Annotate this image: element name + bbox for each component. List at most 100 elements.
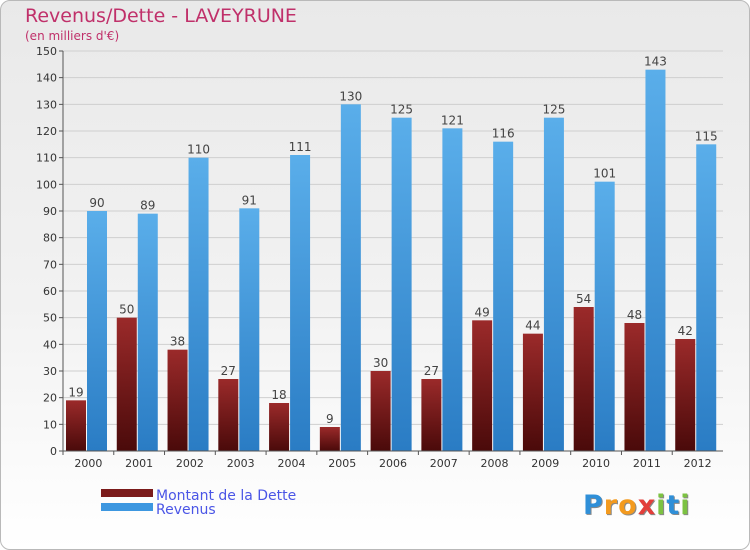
bar-revenus — [645, 69, 666, 452]
legend-swatch-dette — [101, 489, 153, 497]
logo-letter: r — [603, 490, 619, 521]
data-label-revenus: 111 — [289, 140, 312, 154]
bar-dette — [269, 403, 290, 451]
data-label-dette: 27 — [424, 364, 439, 378]
y-tick-label: 120 — [36, 125, 57, 138]
bar-dette — [116, 317, 137, 451]
data-label-revenus: 125 — [542, 103, 565, 117]
bar-revenus — [594, 181, 615, 451]
data-label-dette: 30 — [373, 356, 388, 370]
x-tick-label: 2012 — [684, 457, 712, 470]
bar-revenus — [442, 128, 463, 451]
y-tick-label: 50 — [43, 312, 57, 325]
data-label-revenus: 115 — [695, 129, 718, 143]
x-tick-label: 2006 — [379, 457, 407, 470]
y-tick-label: 40 — [43, 338, 57, 351]
y-tick-label: 130 — [36, 98, 57, 111]
data-label-revenus: 125 — [390, 103, 413, 117]
data-label-dette: 49 — [475, 305, 490, 319]
logo-letter: x — [637, 490, 657, 521]
y-tick-label: 0 — [50, 445, 57, 458]
bar-dette — [522, 333, 543, 451]
proxiti-logo: Proxiti — [583, 490, 691, 521]
data-label-revenus: 143 — [644, 55, 667, 69]
legend-label-dette: Montant de la Dette — [156, 488, 297, 504]
bar-revenus — [391, 117, 412, 452]
y-tick-label: 150 — [36, 45, 57, 58]
data-label-revenus: 116 — [492, 127, 515, 141]
bar-dette — [421, 379, 442, 451]
y-tick-label: 20 — [43, 392, 57, 405]
logo-letter: o — [618, 490, 638, 521]
data-label-revenus: 110 — [187, 143, 210, 157]
bar-revenus — [137, 213, 158, 451]
bar-dette — [370, 371, 391, 451]
logo-letter: i — [680, 490, 691, 521]
bar-revenus — [543, 117, 564, 452]
x-tick-label: 2009 — [531, 457, 559, 470]
data-label-dette: 44 — [525, 319, 540, 333]
data-label-dette: 50 — [119, 303, 134, 317]
bar-revenus — [239, 208, 260, 451]
x-tick-label: 2003 — [227, 457, 255, 470]
bar-dette — [218, 379, 239, 451]
x-tick-label: 2010 — [582, 457, 610, 470]
data-label-revenus: 90 — [89, 196, 104, 210]
bar-dette — [472, 320, 493, 451]
x-tick-label: 2011 — [633, 457, 661, 470]
data-label-dette: 42 — [678, 324, 693, 338]
logo-letter: i — [656, 490, 667, 521]
bar-dette — [319, 427, 340, 451]
x-tick-label: 2004 — [277, 457, 305, 470]
data-label-dette: 19 — [68, 385, 83, 399]
data-label-dette: 27 — [221, 364, 236, 378]
legend-label-revenus: Revenus — [156, 502, 216, 518]
data-label-dette: 18 — [271, 388, 286, 402]
data-label-revenus: 121 — [441, 113, 464, 127]
y-tick-label: 80 — [43, 232, 57, 245]
data-label-revenus: 91 — [242, 193, 257, 207]
bar-dette — [167, 349, 188, 451]
bar-revenus — [493, 141, 514, 451]
y-tick-label: 60 — [43, 285, 57, 298]
data-label-revenus: 89 — [140, 199, 155, 213]
bar-dette — [624, 323, 645, 451]
y-tick-label: 90 — [43, 205, 57, 218]
y-tick-label: 10 — [43, 418, 57, 431]
bars: 19 90 50 89 38 110 27 91 18 111 9 130 30 125 27 121 49 11… — [66, 55, 718, 452]
chart-title: Revenus/Dette - LAVEYRUNE — [25, 5, 297, 27]
bar-revenus — [87, 211, 107, 451]
y-axis: 0 10 20 30 40 50 60 70 80 90 100 110 120 130 140 150 — [36, 45, 64, 458]
bar-dette — [573, 307, 594, 451]
x-tick-label: 2007 — [430, 457, 458, 470]
x-tick-label: 2000 — [74, 457, 102, 470]
data-label-revenus: 130 — [339, 89, 362, 103]
x-tick-label: 2005 — [328, 457, 356, 470]
legend-swatch-revenus — [101, 503, 153, 511]
legend-item-dette: Montant de la Dette — [101, 488, 297, 504]
data-label-revenus: 101 — [593, 167, 616, 181]
bar-dette — [675, 339, 696, 451]
chart-subtitle: (en milliers d'€) — [25, 29, 120, 43]
bar-revenus — [290, 155, 311, 451]
x-tick-label: 2002 — [176, 457, 204, 470]
y-tick-label: 100 — [36, 178, 57, 191]
legend-item-revenus: Revenus — [101, 502, 216, 518]
data-label-dette: 54 — [576, 292, 591, 306]
bar-revenus — [188, 157, 209, 451]
bar-revenus — [340, 104, 361, 451]
logo-letter: P — [583, 490, 604, 521]
x-tick-label: 2008 — [481, 457, 509, 470]
y-tick-label: 140 — [36, 72, 57, 85]
x-tick-label: 2001 — [125, 457, 153, 470]
data-label-dette: 9 — [326, 412, 334, 426]
x-axis: 2000 2001 2002 2003 2004 2005 2006 2007 2008 2009… — [62, 450, 723, 470]
bar-revenus — [696, 144, 717, 452]
data-label-dette: 38 — [170, 335, 185, 349]
data-label-dette: 48 — [627, 308, 642, 322]
y-tick-label: 110 — [36, 152, 57, 165]
y-tick-label: 70 — [43, 258, 57, 271]
logo-letter: t — [666, 490, 681, 521]
